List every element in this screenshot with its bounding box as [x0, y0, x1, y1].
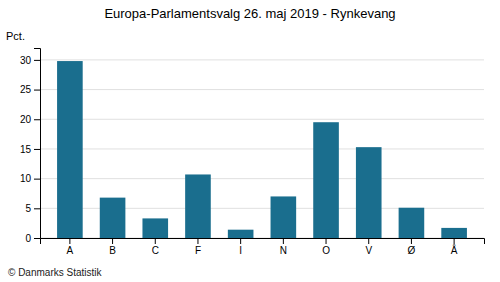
tick-mark — [34, 90, 40, 91]
chart-svg: Europa-Parlamentsvalg 26. maj 2019 - Ryn… — [0, 0, 500, 282]
tick-mark — [240, 238, 241, 244]
tick: Å — [451, 238, 458, 256]
bar — [100, 198, 126, 238]
tick-mark — [34, 149, 40, 150]
bar — [313, 122, 339, 238]
axis-title: Pct. — [6, 30, 25, 42]
tick-label: 25 — [20, 84, 32, 95]
tick-mark — [197, 238, 198, 244]
tick-label: V — [365, 245, 372, 256]
tick-mark — [34, 238, 40, 239]
axis-line — [41, 239, 485, 245]
tick: 0 — [25, 233, 40, 244]
tick: 25 — [20, 84, 40, 95]
tick-mark — [155, 238, 156, 244]
annotation: © Danmarks Statistik — [8, 267, 103, 278]
bars — [57, 61, 467, 238]
grid-line — [40, 148, 484, 149]
grid-line — [40, 119, 484, 120]
bar — [228, 230, 254, 238]
tick-mark — [34, 119, 40, 120]
tick: 15 — [20, 144, 40, 155]
bar — [399, 208, 425, 238]
tick: V — [365, 238, 372, 256]
axis-line — [34, 49, 41, 239]
tick: A — [67, 238, 74, 256]
x-axis: ABCFINOVØÅ — [41, 238, 485, 256]
tick-mark — [34, 60, 40, 61]
tick: C — [152, 238, 159, 256]
grid — [40, 60, 484, 238]
tick-mark — [283, 238, 284, 244]
grid-line — [40, 59, 484, 60]
tick: 5 — [25, 203, 40, 214]
chart-container: Europa-Parlamentsvalg 26. maj 2019 - Ryn… — [0, 0, 500, 282]
tick-mark — [326, 238, 327, 244]
tick-label: C — [152, 245, 159, 256]
tick-label: O — [322, 245, 330, 256]
bar — [57, 61, 83, 238]
grid-line — [40, 89, 484, 90]
tick-label: 5 — [25, 203, 31, 214]
tick: 20 — [20, 114, 40, 125]
tick-mark — [34, 179, 40, 180]
tick-label: 20 — [20, 114, 32, 125]
tick: 30 — [20, 55, 40, 66]
tick: Ø — [408, 238, 416, 256]
plot: 0 5 10 15 20 25 30 A B C F I N O V Ø Å Pct. — [6, 30, 485, 256]
tick: O — [322, 238, 330, 256]
bar — [142, 218, 168, 238]
tick-label: I — [239, 245, 242, 256]
tick-mark — [454, 238, 455, 244]
bar — [271, 196, 297, 238]
tick-mark — [69, 238, 70, 244]
tick-mark — [34, 208, 40, 209]
title: Europa-Parlamentsvalg 26. maj 2019 - Ryn… — [104, 6, 395, 21]
tick: B — [109, 238, 116, 256]
tick-label: Å — [451, 244, 458, 256]
tick-label: 0 — [25, 233, 31, 244]
y-axis: 0 5 10 15 20 25 30 — [20, 49, 41, 244]
tick-label: 10 — [20, 173, 32, 184]
tick-label: A — [67, 245, 74, 256]
bar — [356, 147, 382, 238]
grid-line — [40, 178, 484, 179]
tick-label: 15 — [20, 144, 32, 155]
tick-label: B — [109, 245, 116, 256]
tick: F — [195, 238, 201, 256]
tick-mark — [112, 238, 113, 244]
bar — [441, 228, 467, 238]
tick: N — [280, 238, 287, 256]
tick: 10 — [20, 173, 40, 184]
tick-mark — [368, 238, 369, 244]
bar — [185, 174, 211, 238]
tick-label: 30 — [20, 55, 32, 66]
tick: I — [239, 238, 242, 256]
tick-label: N — [280, 245, 287, 256]
tick-label: Ø — [408, 245, 416, 256]
tick-label: F — [195, 245, 201, 256]
tick-mark — [411, 238, 412, 244]
